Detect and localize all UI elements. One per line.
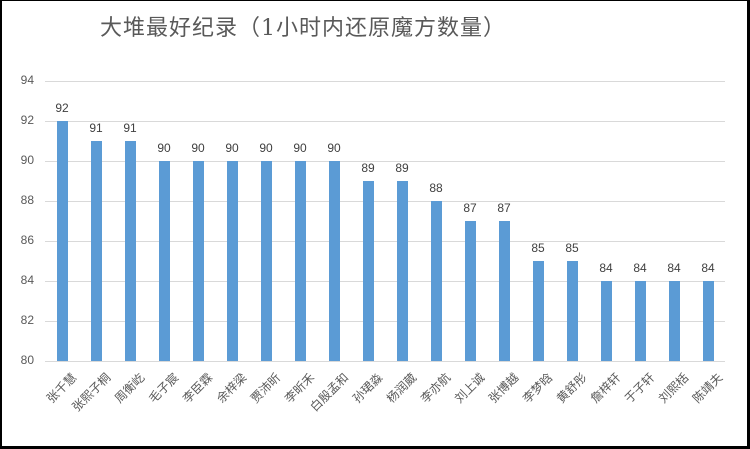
bar: [567, 261, 578, 361]
gridline: [45, 281, 725, 282]
chart-title-text: 大堆最好纪录（1小时内还原魔方数量）: [100, 16, 506, 41]
bar: [465, 221, 476, 361]
bar: [295, 161, 306, 361]
y-tick-label: 82: [20, 313, 34, 327]
y-tick-label: 90: [20, 153, 34, 167]
bar-value-label: 90: [191, 141, 205, 155]
gridline: [45, 241, 725, 242]
bar: [329, 161, 340, 361]
bar: [227, 161, 238, 361]
bar-value-label: 91: [89, 121, 103, 135]
bar: [499, 221, 510, 361]
bar: [91, 141, 102, 361]
y-tick-label: 92: [20, 113, 34, 127]
bar: [533, 261, 544, 361]
bar: [669, 281, 680, 361]
bar: [261, 161, 272, 361]
bar-value-label: 85: [565, 241, 579, 255]
gridline: [45, 321, 725, 322]
bar-value-label: 87: [497, 201, 511, 215]
bar: [397, 181, 408, 361]
bar-value-label: 90: [327, 141, 341, 155]
bar-value-label: 88: [429, 181, 443, 195]
y-tick-label: 88: [20, 193, 34, 207]
bar-value-label: 90: [157, 141, 171, 155]
bar: [601, 281, 612, 361]
gridline: [45, 161, 725, 162]
y-tick-label: 86: [20, 233, 34, 247]
y-tick-label: 84: [20, 273, 34, 287]
gridline: [45, 81, 725, 82]
bar-value-label: 84: [599, 261, 613, 275]
bar-value-label: 89: [395, 161, 409, 175]
gridline: [45, 201, 725, 202]
gridline: [45, 361, 725, 362]
bar-value-label: 91: [123, 121, 137, 135]
gridline: [45, 121, 725, 122]
y-tick-label: 94: [20, 73, 34, 87]
bar-value-label: 85: [531, 241, 545, 255]
bar: [125, 141, 136, 361]
bar-value-label: 89: [361, 161, 375, 175]
bar-value-label: 90: [259, 141, 273, 155]
bar: [703, 281, 714, 361]
y-tick-label: 80: [20, 353, 34, 367]
bar-value-label: 92: [55, 101, 69, 115]
bar: [159, 161, 170, 361]
chart-title: 大堆最好纪录（1小时内还原魔方数量）: [0, 10, 750, 42]
bar: [57, 121, 68, 361]
bar-value-label: 84: [633, 261, 647, 275]
bar: [431, 201, 442, 361]
bar-value-label: 87: [463, 201, 477, 215]
bar-value-label: 90: [225, 141, 239, 155]
bar: [363, 181, 374, 361]
bar: [635, 281, 646, 361]
bar-value-label: 84: [667, 261, 681, 275]
bar-value-label: 90: [293, 141, 307, 155]
bar-value-label: 84: [701, 261, 715, 275]
bar: [193, 161, 204, 361]
